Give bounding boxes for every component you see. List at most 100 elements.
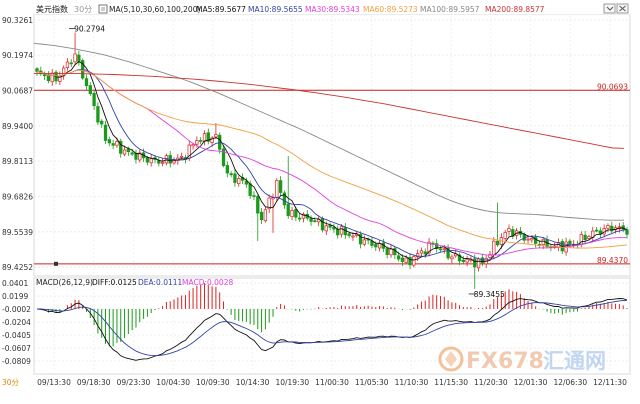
candle-body [115, 141, 119, 146]
x-tick-label: 11/10:30 [395, 378, 429, 387]
macd-diff: DIFF:0.0125 [92, 278, 137, 287]
x-tick-label: 10/14:30 [236, 378, 270, 387]
candle-body [199, 140, 203, 142]
ma100-value: MA100:89.5957 [420, 5, 480, 14]
reference-label: 90.0693 [597, 82, 628, 91]
candle-body [530, 238, 534, 241]
candle-body [160, 161, 165, 164]
candle-body [278, 180, 283, 193]
macd-y-tick-label: -0.0809 [2, 357, 31, 366]
expand-icon [606, 6, 614, 11]
candle-body [65, 61, 70, 68]
candle-body [233, 173, 237, 183]
candle-body [400, 257, 405, 262]
candle-body [362, 239, 367, 245]
ma-lines [33, 42, 628, 263]
y-tick-label: 90.3261 [2, 16, 33, 25]
candle-body [351, 235, 355, 238]
ma-params: MA(5,10,30,60,100,200) [109, 5, 200, 14]
candle-body [297, 217, 302, 220]
ma100-line [33, 42, 624, 221]
candle-body [507, 228, 511, 232]
y-axis: 90.3261 90.1974 90.0687 89.9400 89.8113 89.68… [2, 16, 33, 366]
candle-body [450, 256, 454, 260]
candle-body [119, 140, 123, 154]
candle-body [271, 197, 275, 200]
candle-body [480, 257, 485, 264]
candle-body [35, 68, 39, 72]
candle-body [301, 213, 306, 219]
watermark-cn: 汇通网 [543, 349, 606, 373]
x-tick-label: 12/06:30 [553, 378, 587, 387]
candle-body [358, 234, 363, 245]
candle-body [377, 243, 382, 249]
candle-body [221, 148, 226, 166]
x-tick-label: 10/19:30 [275, 378, 309, 387]
candle-body [389, 248, 393, 256]
x-tick-label: 11/20:30 [474, 378, 508, 387]
candle-body [210, 137, 214, 143]
candle-body [328, 224, 332, 228]
candle-body [606, 225, 610, 229]
candle-body [396, 255, 401, 260]
expand-button[interactable] [603, 3, 616, 14]
candle-body [164, 155, 169, 164]
candle-body [103, 124, 108, 141]
candle-body [179, 156, 184, 158]
candle-body [461, 259, 465, 263]
candle-body [594, 229, 599, 232]
candle-body [438, 248, 443, 251]
y-tick-label: 89.9400 [2, 122, 33, 131]
x-axis: 09/13:30 09/18:30 09/23:30 10/04:30 10/09:30… [37, 378, 627, 387]
interval-label: 30分 [74, 5, 92, 14]
candle-body [286, 203, 290, 216]
ma60-value: MA60:89.5273 [363, 5, 418, 14]
timeframe-tab[interactable]: 30分 [2, 378, 20, 387]
candle-body [324, 225, 328, 232]
y-tick-label: 89.4252 [2, 263, 33, 272]
candle-body [96, 106, 100, 123]
candle-body [244, 180, 249, 185]
candle-body [541, 238, 545, 246]
candle-body [256, 196, 260, 214]
reference-lines: 90.0693 89.4370 [34, 82, 630, 266]
x-tick-label: 11/15:30 [434, 378, 468, 387]
candle-body [111, 143, 115, 146]
ma200-line [33, 72, 625, 149]
candle-body [77, 54, 81, 62]
candle-body [100, 120, 104, 125]
candle-body [385, 248, 389, 255]
macd-y-tick-label: -0.0204 [2, 318, 31, 327]
candle-body [42, 74, 47, 77]
candle-body [313, 220, 317, 223]
candle-body [195, 140, 199, 145]
reference-label: 89.4370 [597, 256, 628, 265]
ma60-line [36, 69, 628, 249]
candle-body [282, 192, 287, 206]
macd-dea: DEA:0.0111 [138, 278, 183, 287]
candle-body [202, 133, 207, 142]
candle-body [442, 248, 446, 251]
y-tick-label: 89.5539 [2, 228, 33, 237]
close-button[interactable] [616, 3, 629, 14]
settings-icon[interactable] [98, 4, 108, 14]
candle-body [435, 243, 439, 249]
candle-body [206, 132, 210, 142]
watermark-brand: FX678 [466, 349, 544, 374]
macd-value: MACD:0.0028 [182, 278, 233, 287]
candle-body [339, 226, 344, 235]
candle-body [568, 240, 572, 245]
ma5-value: MA5:89.5677 [196, 5, 246, 14]
candle-body [122, 149, 127, 155]
candle-body [332, 227, 336, 230]
watermark-logo-icon [438, 346, 464, 372]
y-tick-label: 89.8113 [2, 157, 33, 166]
candle-body [336, 229, 340, 236]
x-tick-label: 10/04:30 [156, 378, 190, 387]
candle-body [107, 139, 111, 144]
macd-histogram [40, 283, 628, 347]
ma30-value: MA30:89.5343 [305, 5, 360, 14]
annotation-label: 89.3455 [474, 290, 505, 299]
